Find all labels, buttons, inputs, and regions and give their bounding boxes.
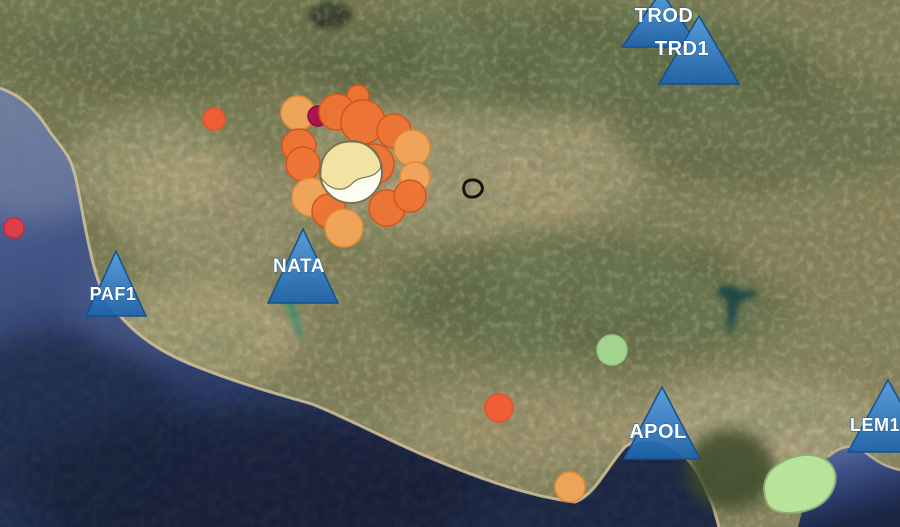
station-triangle-icon xyxy=(620,0,702,48)
station-marker-trd1[interactable]: TRD1 xyxy=(654,14,741,85)
earthquake-marker[interactable] xyxy=(202,107,226,131)
focal-mechanism-beachball xyxy=(320,141,382,203)
station-label-lem1: LEM1 xyxy=(850,415,900,435)
station-triangle-icon xyxy=(266,227,340,304)
station-marker-nata[interactable]: NATA xyxy=(266,227,340,304)
station-marker-lem1[interactable]: LEM1 xyxy=(846,378,900,453)
earthquake-marker[interactable] xyxy=(596,334,628,366)
earthquake-marker[interactable] xyxy=(285,146,321,182)
earthquake-marker[interactable] xyxy=(3,217,25,239)
station-triangle-icon xyxy=(846,378,900,453)
earthquake-marker[interactable] xyxy=(324,208,364,248)
beachball-rim xyxy=(319,140,383,204)
station-label-nata: NATA xyxy=(273,256,325,277)
coastline xyxy=(0,86,721,527)
boundary-outline xyxy=(462,178,484,199)
station-marker-apol[interactable]: APOL xyxy=(622,385,702,460)
station-label-trd1: TRD1 xyxy=(655,38,709,60)
station-label-paf1: PAF1 xyxy=(90,284,137,304)
reservoir xyxy=(716,285,758,334)
station-label-trod: TROD xyxy=(635,5,694,27)
earthquake-marker[interactable] xyxy=(393,179,427,213)
lagoon xyxy=(685,430,837,514)
focal-mechanism-outline xyxy=(319,140,383,204)
earthquake-marker[interactable] xyxy=(484,393,514,423)
station-triangle-icon xyxy=(622,385,702,460)
station-markers: TROD TRD1 NATA PAF1 APOL LEM1 xyxy=(84,0,900,460)
event-markers-over xyxy=(368,179,427,227)
station-triangle-icon xyxy=(84,249,148,317)
station-triangle-icon xyxy=(657,14,741,85)
earthquake-marker[interactable] xyxy=(393,129,431,167)
station-marker-trod[interactable]: TROD xyxy=(620,0,702,48)
earthquake-marker[interactable] xyxy=(554,471,586,503)
station-label-apol: APOL xyxy=(629,421,687,443)
land-features xyxy=(282,178,758,342)
station-marker-paf1[interactable]: PAF1 xyxy=(84,249,148,317)
river-valley xyxy=(282,298,305,342)
